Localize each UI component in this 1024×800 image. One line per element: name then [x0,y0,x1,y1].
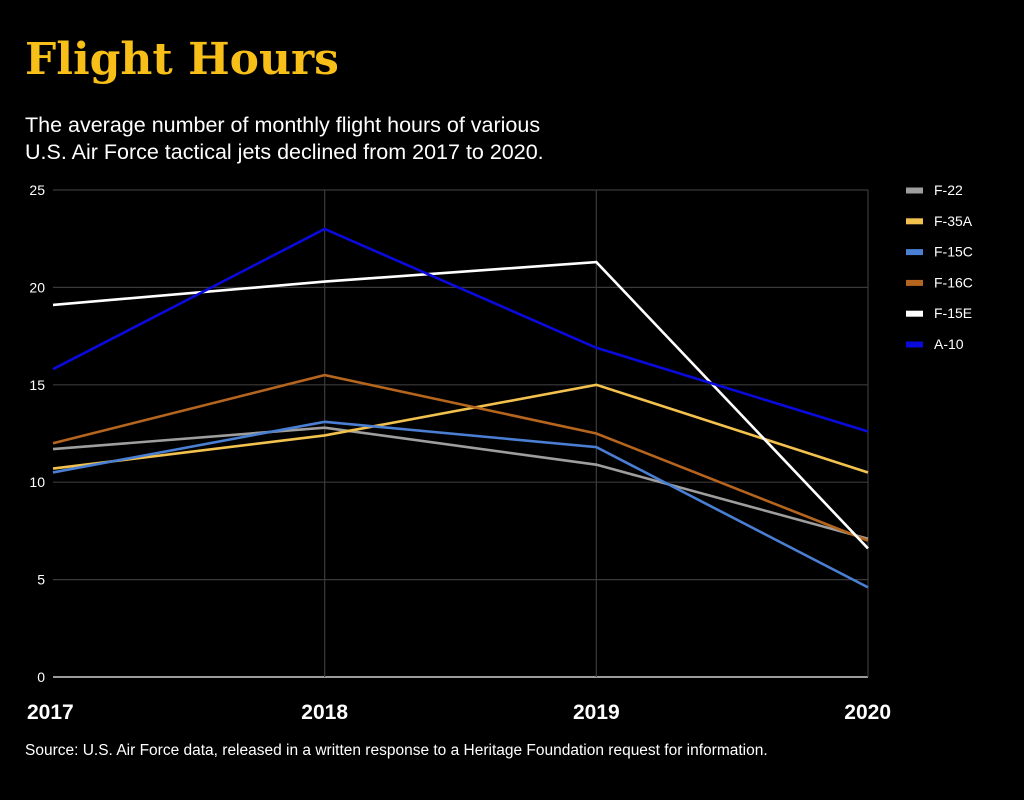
legend-item-f-15e: F-15E [906,305,972,321]
chart-title: Flight Hours [25,34,339,85]
x-axis: 2017 2018 2019 2020 [27,701,891,724]
y-tick-label: 20 [29,279,45,295]
x-tick-label: 2018 [301,701,348,724]
series-lines [52,227,869,589]
subtitle-line-2: U.S. Air Force tactical jets declined fr… [25,140,544,164]
x-tick-label: 2017 [27,701,74,724]
series-line-a-10 [52,227,869,433]
legend-item-f-15c: F-15C [906,244,973,260]
legend-label: F-15E [934,305,972,321]
series-line-f-15c [52,420,869,589]
y-tick-label: 0 [37,669,45,685]
legend-swatch [906,341,923,348]
series-line-f-16c [52,373,869,542]
legend-item-f-22: F-22 [906,182,963,198]
legend-item-f-16c: F-16C [906,274,973,290]
legend-swatch [906,218,923,225]
y-tick-label: 10 [29,474,45,490]
legend-item-f-35a: F-35A [906,213,973,229]
source-note: Source: U.S. Air Force data, released in… [25,742,768,759]
legend: F-22 F-35A F-15C F-16C F-15E A-10 [906,182,973,352]
legend-swatch [906,279,923,286]
x-tick-label: 2020 [844,701,891,724]
legend-item-a-10: A-10 [906,336,964,352]
chart-subtitle: The average number of monthly flight hou… [25,112,665,166]
y-tick-label: 15 [29,377,45,393]
y-tick-label: 5 [37,572,45,588]
subtitle-line-1: The average number of monthly flight hou… [25,113,541,137]
legend-label: F-15C [934,244,973,260]
legend-label: F-22 [934,182,963,198]
legend-swatch [906,249,923,256]
series-line-f-22 [52,426,869,540]
legend-label: F-35A [934,213,973,229]
legend-swatch [906,310,923,317]
legend-label: A-10 [934,336,964,352]
legend-swatch [906,187,923,194]
y-axis: 0 5 10 15 20 25 [29,182,45,685]
y-tick-label: 25 [29,182,45,198]
legend-label: F-16C [934,274,973,290]
series-line-f-15e [52,260,869,550]
series-line-f-35a [52,383,869,474]
x-tick-label: 2019 [573,701,620,724]
